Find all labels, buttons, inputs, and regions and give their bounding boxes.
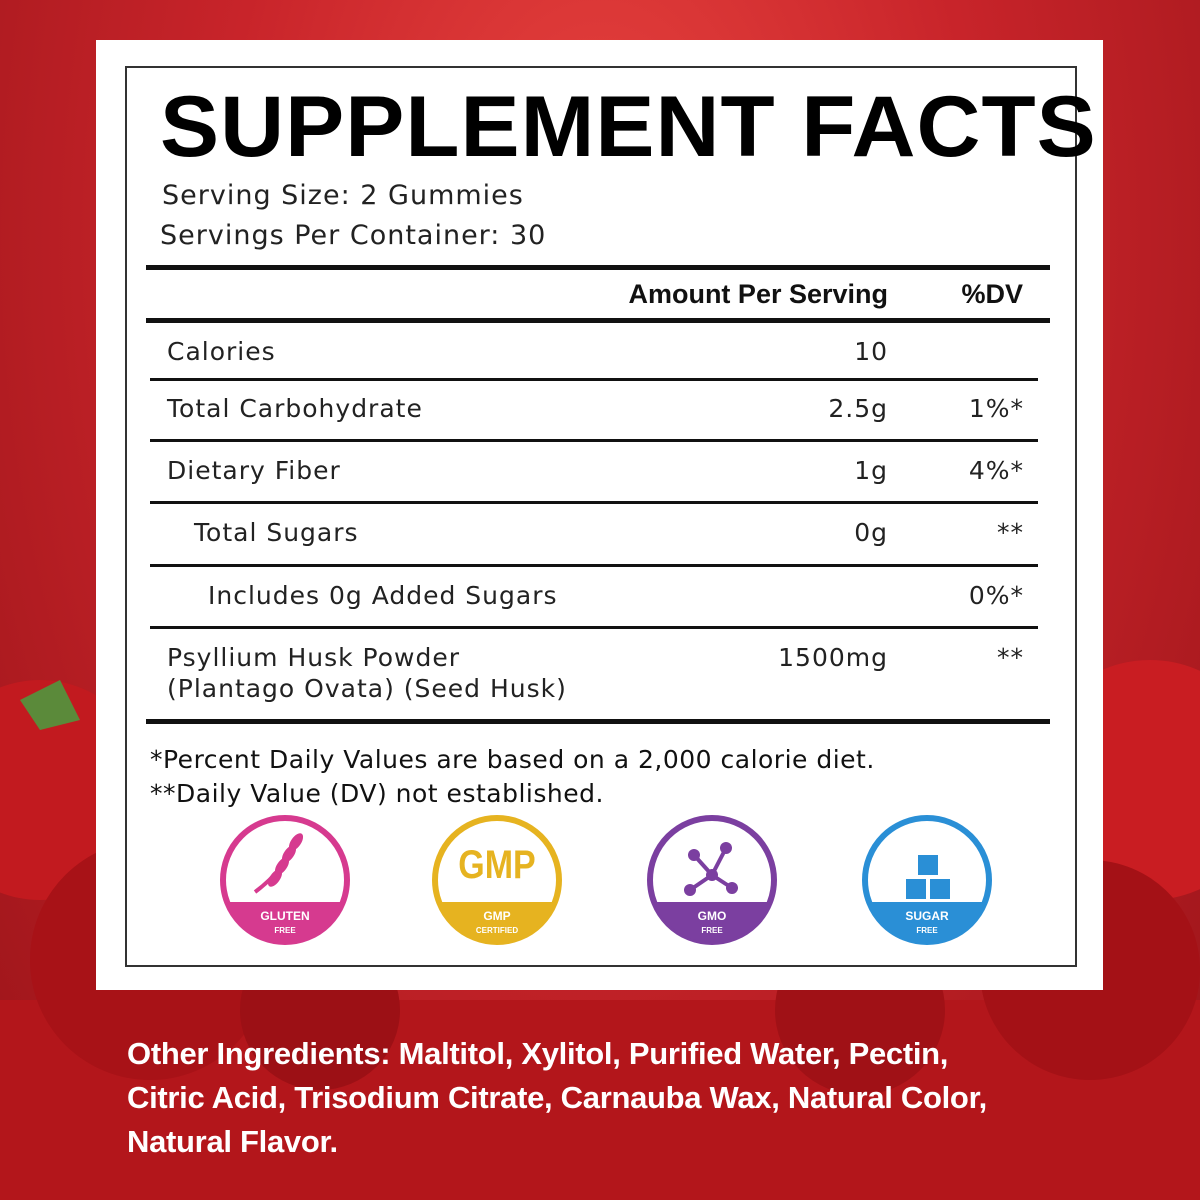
icon-grain — [288, 833, 304, 851]
amount: 1g — [854, 456, 888, 485]
nutrient-name: Includes 0g Added Sugars — [208, 581, 558, 610]
badge-bottom: CERTIFIED — [476, 926, 518, 935]
badge-bottom: FREE — [701, 926, 723, 935]
thick-rule — [146, 265, 1050, 270]
daily-value: ** — [997, 518, 1024, 547]
nutrient-name: Psyllium Husk Powder — [167, 643, 460, 672]
row-rule — [150, 626, 1038, 629]
row-rule — [150, 378, 1038, 381]
row-rule — [150, 501, 1038, 504]
title: SUPPLEMENT FACTS — [160, 79, 1097, 175]
icon-cube — [928, 877, 952, 901]
row-rule — [150, 564, 1038, 567]
badge: GMO FREE — [647, 815, 777, 945]
icon-atom — [726, 882, 738, 894]
badge: GMP GMP CERTIFIED — [432, 815, 562, 945]
amount: 0g — [854, 518, 888, 547]
nutrient-name: (Plantago Ovata) (Seed Husk) — [167, 674, 567, 703]
icon-cube — [904, 877, 928, 901]
thick-rule — [146, 719, 1050, 724]
ingredients-line: Other Ingredients: Maltitol, Xylitol, Pu… — [127, 1036, 949, 1071]
serving-size: Serving Size: 2 Gummies — [162, 180, 524, 211]
badge-band — [227, 902, 343, 942]
row-rule — [150, 439, 1038, 442]
badge-bottom: FREE — [916, 926, 938, 935]
badge-bottom: FREE — [274, 926, 296, 935]
badge-top: GLUTEN — [260, 909, 309, 923]
amount: 2.5g — [828, 394, 888, 423]
icon-atom — [720, 842, 732, 854]
daily-value: ** — [997, 643, 1024, 672]
facts-frame — [125, 66, 1077, 967]
badge-band — [654, 902, 770, 943]
badges: GLUTEN FREE GMP GMP CERTIFIED GMO FREE SUGAR FRE… — [220, 815, 992, 945]
badge-top: SUGAR — [905, 909, 949, 923]
icon-atom — [706, 869, 718, 881]
nutrient-name: Total Carbohydrate — [167, 394, 423, 423]
badge-top: GMO — [698, 909, 727, 923]
daily-value: 0%* — [968, 581, 1024, 610]
amount: 10 — [854, 337, 888, 366]
nutrient-name: Total Sugars — [194, 518, 359, 547]
badge-band — [869, 902, 985, 943]
ingredients-line: Natural Flavor. — [127, 1124, 338, 1159]
ingredients-line: Citric Acid, Trisodium Citrate, Carnauba… — [127, 1080, 987, 1115]
badge-icon-text: GMP — [458, 841, 535, 886]
icon-cube — [916, 853, 940, 877]
icon-atom — [688, 849, 700, 861]
footnote: **Daily Value (DV) not established. — [150, 779, 604, 808]
amount: 1500mg — [778, 643, 888, 672]
amount-header: Amount Per Serving — [628, 279, 888, 309]
badge: GLUTEN FREE — [220, 815, 350, 945]
daily-value: 1%* — [968, 394, 1024, 423]
badge-top: GMP — [483, 909, 510, 923]
daily-value: 4%* — [968, 456, 1024, 485]
nutrient-name: Dietary Fiber — [167, 456, 341, 485]
badge-band — [439, 902, 555, 942]
thick-rule — [146, 318, 1050, 323]
servings-per-container: Servings Per Container: 30 — [160, 220, 547, 251]
icon-atom — [684, 884, 696, 896]
nutrient-name: Calories — [167, 337, 276, 366]
badge: SUGAR FREE — [862, 815, 992, 945]
footnote: *Percent Daily Values are based on a 2,0… — [150, 745, 875, 774]
dv-header: %DV — [961, 279, 1023, 309]
